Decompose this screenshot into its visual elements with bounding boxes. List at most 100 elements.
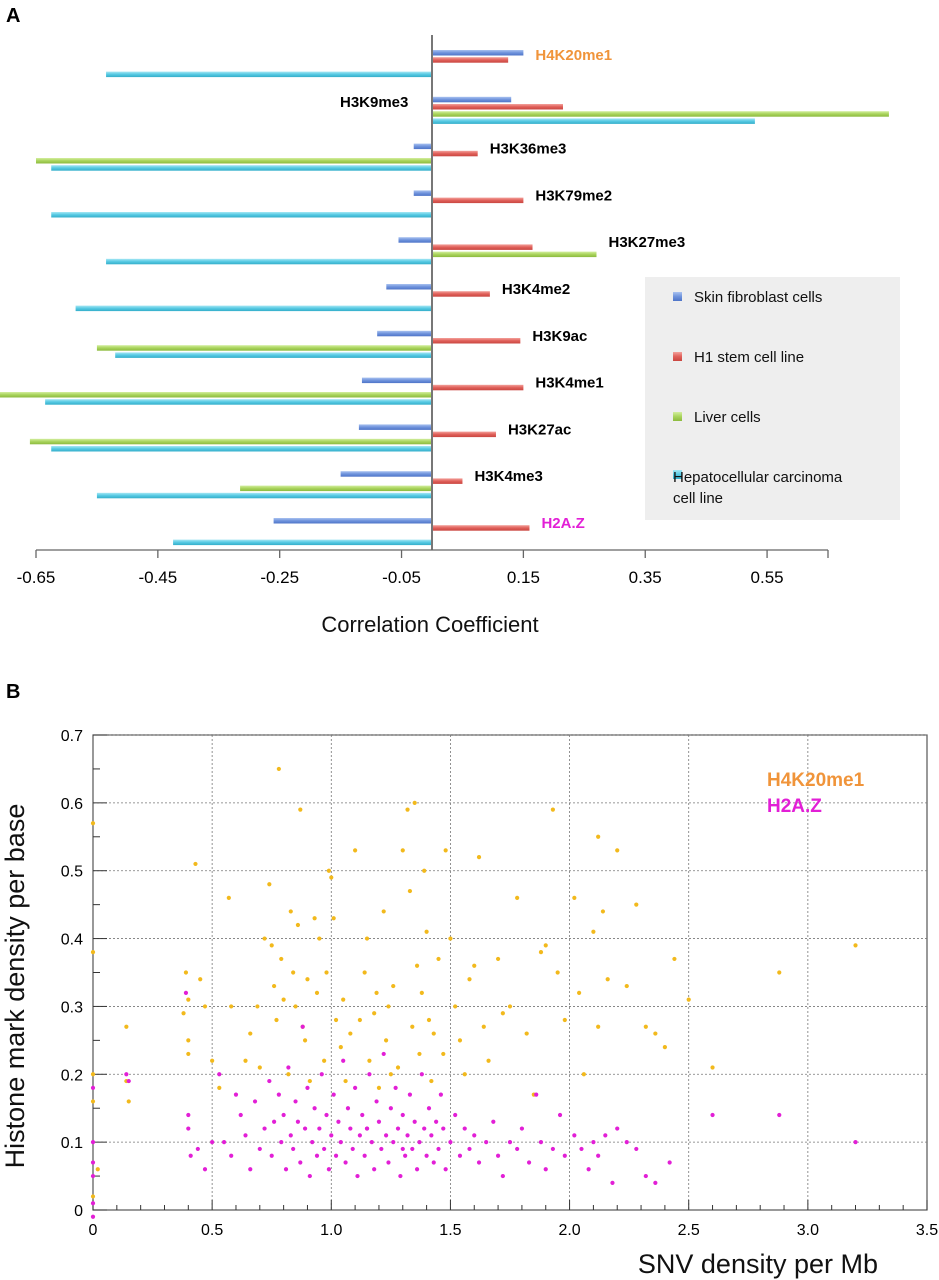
point-h4k20me1-89: [467, 977, 472, 982]
point-h4k20me1-2: [90, 1072, 96, 1077]
point-h2az-40: [305, 1085, 310, 1090]
point-h2az-12: [195, 1146, 200, 1152]
bar-h3k27me3-series-3: [106, 258, 433, 265]
point-h2az-81: [403, 1153, 408, 1158]
point-h2az-7: [126, 1078, 131, 1084]
point-h2az-6: [124, 1072, 129, 1077]
point-h2az-136: [364, 1126, 370, 1131]
bar-x-tick-label-2: -0.25: [260, 568, 299, 587]
point-h2az-23: [257, 1146, 262, 1152]
bar-h3k36me3-series-0: [413, 143, 432, 150]
point-h4k20me1-110: [600, 909, 606, 914]
point-h4k20me1-104: [562, 1017, 567, 1023]
y-tick-label-3: 0.3: [61, 999, 83, 1016]
point-h4k20me1-37: [295, 922, 301, 928]
point-h2az-102: [462, 1126, 467, 1131]
point-h2az-58: [348, 1126, 353, 1131]
bar-h3k9me3-series-1: [432, 104, 563, 110]
point-h4k20me1-76: [419, 990, 424, 995]
bar-h2a-z-series-3: [173, 539, 433, 546]
point-h2az-118: [557, 1112, 563, 1118]
point-h4k20me1-56: [353, 848, 358, 853]
point-h4k20me1-71: [407, 888, 413, 894]
point-h4k20me1-57: [357, 1017, 362, 1023]
bar-h4k20me1-series-3: [106, 71, 433, 78]
point-h2az-16: [221, 1140, 227, 1145]
point-h4k20me1-18: [217, 1085, 222, 1090]
point-h4k20me1-108: [591, 929, 596, 934]
point-h2az-77: [393, 1085, 398, 1090]
category-label-2: H3K36me3: [490, 141, 567, 158]
point-h4k20me1-23: [255, 1004, 260, 1009]
point-h4k20me1-17: [210, 1058, 215, 1063]
point-h2az-97: [441, 1126, 446, 1131]
point-h2az-111: [515, 1146, 520, 1152]
point-h2az-49: [326, 1167, 332, 1172]
point-h4k20me1-75: [417, 1051, 422, 1057]
point-h2az-22: [252, 1099, 258, 1104]
point-h2az-50: [329, 1133, 334, 1138]
bar-h3k4me3-series-0: [340, 471, 432, 477]
point-h4k20me1-106: [577, 990, 582, 995]
point-h4k20me1-72: [410, 1024, 415, 1029]
y-tick-label-7: 0.7: [61, 728, 83, 745]
point-h4k20me1-15: [198, 977, 203, 982]
point-h4k20me1-10: [186, 1038, 191, 1043]
point-h2az-20: [243, 1133, 248, 1138]
y-tick-label-6: 0.6: [61, 796, 83, 813]
point-h4k20me1-14: [193, 861, 198, 867]
bar-h3k4me1-series-0: [361, 377, 432, 384]
point-h4k20me1-101: [543, 943, 548, 948]
point-h2az-90: [424, 1153, 429, 1158]
bar-h2a-z-series-1: [432, 525, 530, 531]
point-h2az-52: [333, 1153, 339, 1158]
point-h4k20me1-22: [248, 1031, 253, 1036]
point-h2az-129: [634, 1146, 639, 1152]
point-h4k20me1-44: [314, 990, 320, 995]
point-h4k20me1-84: [443, 848, 448, 853]
point-h2az-135: [853, 1140, 858, 1145]
bar-h4k20me1-series-1: [432, 57, 509, 63]
point-h2az-133: [710, 1112, 715, 1118]
point-h4k20me1-60: [367, 1058, 372, 1063]
point-h4k20me1-117: [662, 1045, 667, 1050]
point-h2az-13: [202, 1167, 208, 1172]
bar-h3k9ac-series-1: [432, 338, 521, 344]
point-h4k20me1-85: [448, 936, 453, 941]
point-h2az-101: [457, 1153, 463, 1158]
bar-h3k27ac-series-2: [29, 438, 433, 445]
point-h2az-28: [276, 1092, 281, 1097]
point-h2az-128: [624, 1140, 629, 1145]
bar-x-tick-label-6: 0.55: [751, 568, 784, 587]
point-h4k20me1-90: [472, 963, 477, 968]
bar-chart: H4K20me1 H3K9me3 H3K36me3 H3K79me2 H3K27me3 H…: [0, 35, 900, 587]
point-h2az-121: [579, 1146, 584, 1152]
point-h2az-47: [322, 1146, 327, 1152]
point-h4k20me1-53: [341, 997, 346, 1002]
bar-h3k36me3-series-1: [432, 150, 478, 157]
legend-swatch-3: [673, 470, 682, 479]
point-h4k20me1-113: [624, 983, 629, 989]
point-h2az-71: [379, 1146, 384, 1152]
point-h4k20me1-13: [186, 997, 191, 1002]
point-h4k20me1-100: [538, 950, 544, 955]
point-h4k20me1-83: [441, 1051, 446, 1057]
point-h2az-70: [376, 1119, 382, 1124]
bar-h3k4me2-series-0: [386, 284, 432, 290]
point-h4k20me1-34: [288, 909, 293, 914]
point-h4k20me1-59: [364, 936, 370, 941]
bar-h3k4me1-series-3: [45, 399, 433, 405]
point-h4k20me1-121: [777, 970, 782, 975]
bar-chart-x-axis-title: Correlation Coefficient: [321, 612, 538, 637]
x-tick-label-0: 0: [89, 1222, 98, 1239]
y-tick-label-5: 0.5: [61, 864, 83, 881]
point-h2az-123: [591, 1140, 596, 1145]
point-h4k20me1-35: [291, 970, 296, 975]
bar-h3k27me3-series-2: [432, 251, 597, 258]
point-h4k20me1-43: [312, 916, 317, 921]
point-h4k20me1-68: [395, 1065, 401, 1070]
point-h4k20me1-97: [515, 895, 520, 900]
point-h2az-130: [643, 1173, 648, 1179]
point-h2az-78: [395, 1126, 401, 1131]
